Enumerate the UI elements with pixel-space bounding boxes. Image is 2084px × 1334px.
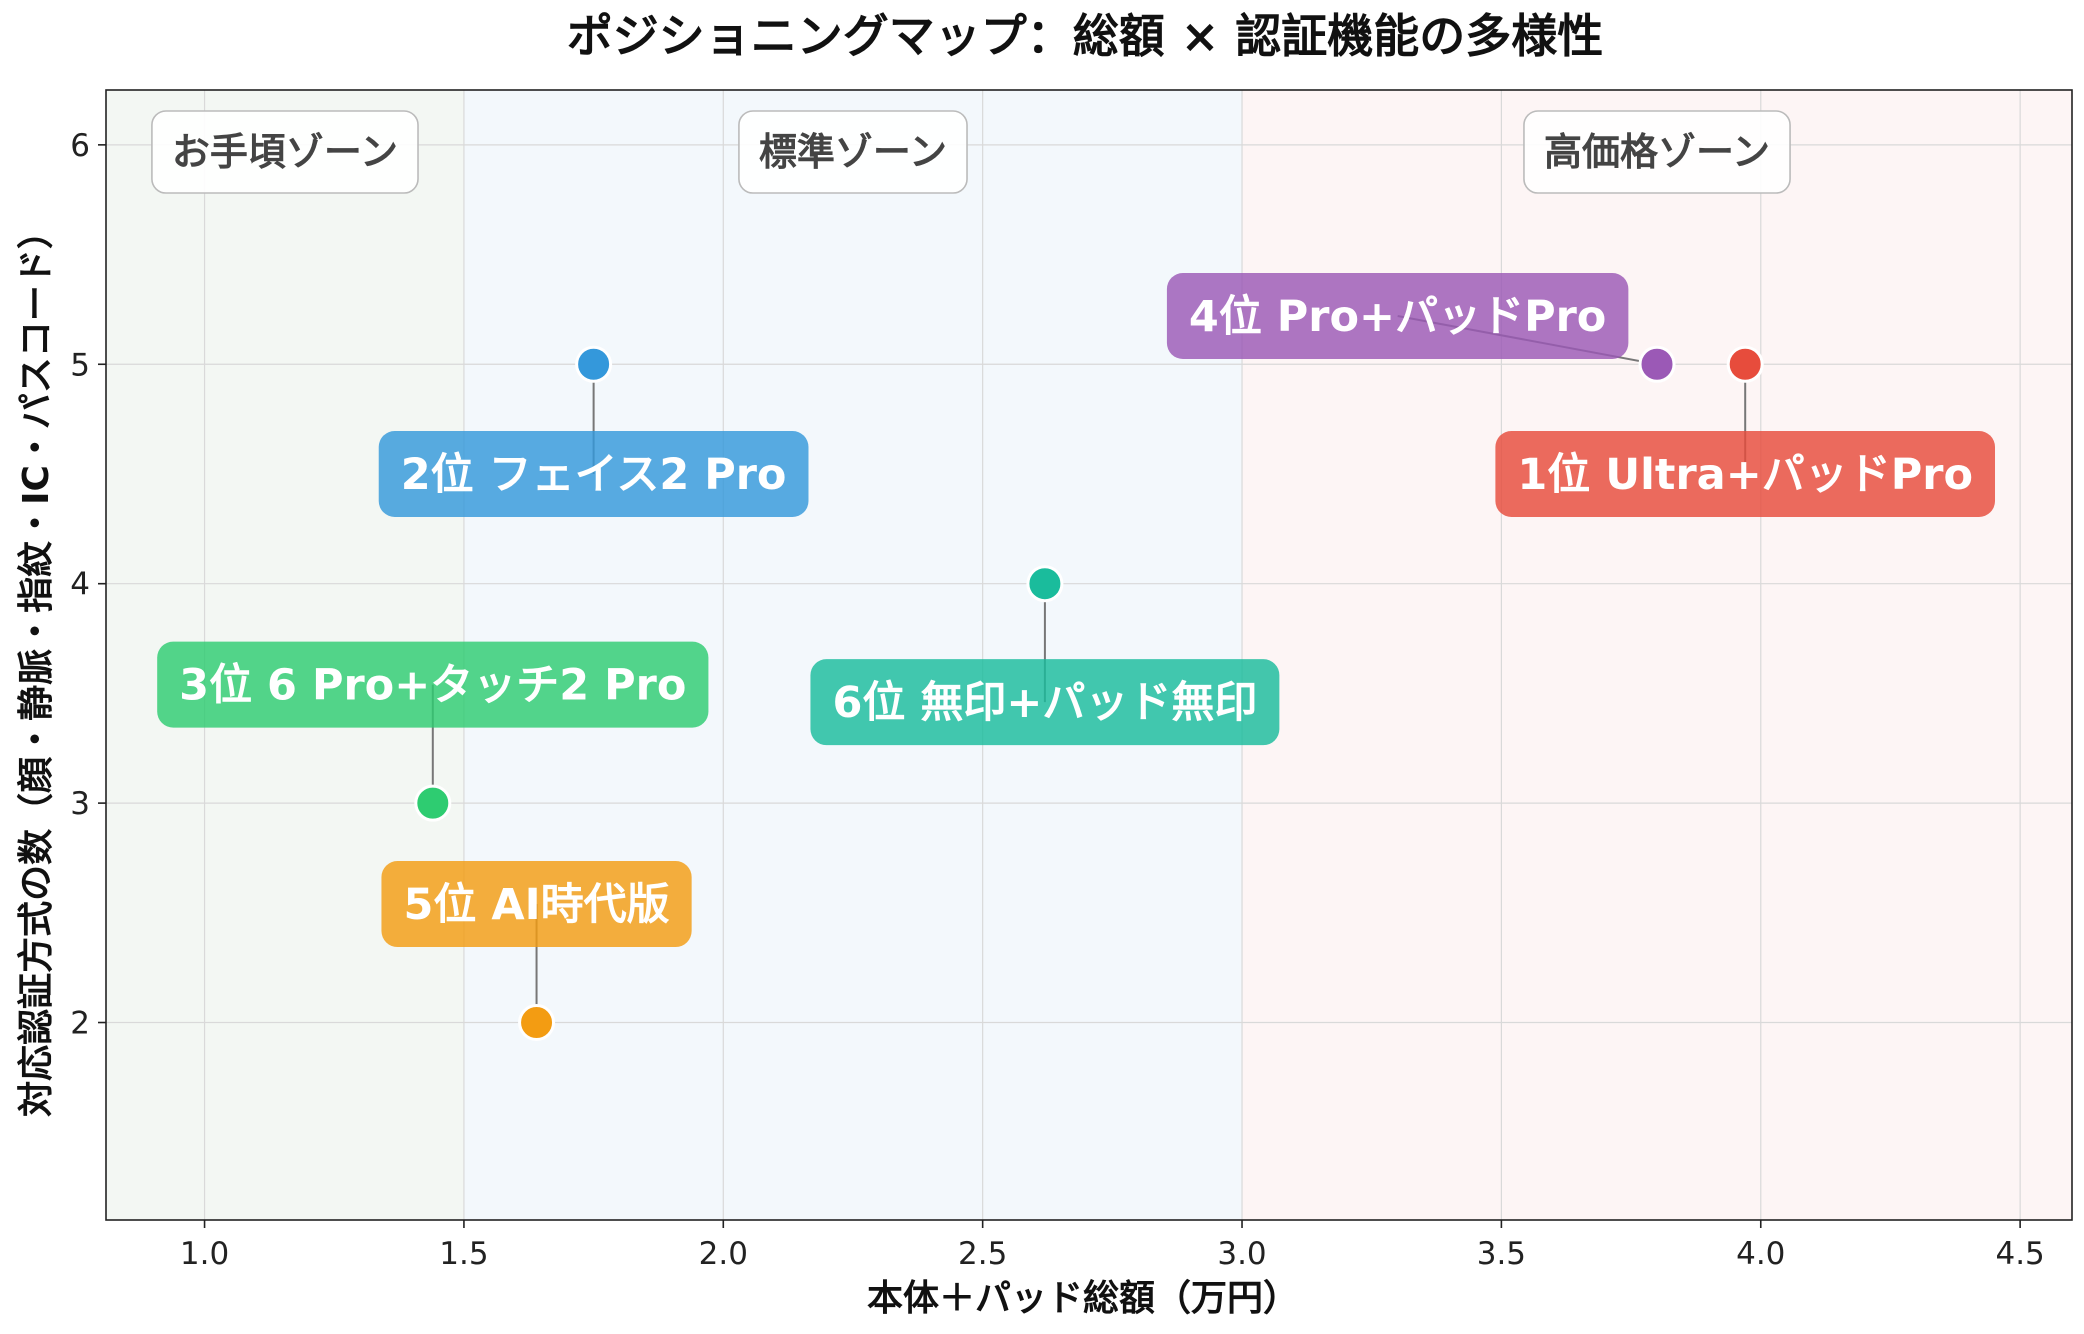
x-tick-label: 4.5 [1995, 1236, 2044, 1272]
zone-label-1: お手頃ゾーン [151, 110, 419, 194]
zone-label-2: 標準ゾーン [738, 110, 968, 194]
point-label: 6位 無印+パッド無印 [832, 678, 1257, 728]
point-label: 2位 フェイス2 Pro [401, 450, 787, 500]
zone-label-text: 標準ゾーン [759, 130, 947, 174]
data-point-5: 5位 AI時代版 [381, 861, 692, 1042]
chart-title: ポジショニングマップ：総額 × 認証機能の多様性 [567, 9, 1604, 63]
point-label-box [381, 861, 692, 948]
x-axis-label: 本体＋パッド総額（万円） [867, 1278, 1299, 1319]
y-tick-label: 3 [70, 786, 90, 822]
point-label: 3位 6 Pro+タッチ2 Pro [179, 661, 686, 711]
x-tick-label: 1.5 [439, 1236, 488, 1272]
point-marker [1726, 345, 1764, 383]
data-points: 1位 Ultra+パッドPro 2位 フェイス2 Pro 3位 6 Pro+タッチ2… [157, 273, 1996, 1042]
y-axis-label: 対応認証方式の数（顔・静脈・指紋・IC・パスコード） [16, 213, 57, 1117]
zone-background-3 [1242, 90, 2072, 1220]
x-tick-label: 2.5 [958, 1236, 1007, 1272]
data-point-4: 4位 Pro+パッドPro [1166, 273, 1676, 383]
point-marker [575, 345, 613, 383]
axis-ticks: 1.0 1.5 2.0 2.5 3.0 3.5 4.0 4.5 2 3 4 5 6 [70, 128, 2045, 1272]
point-marker [414, 784, 452, 822]
plot-frame [105, 89, 2073, 1221]
point-label-box [1166, 273, 1629, 359]
zone-label-text: 高価格ゾーン [1544, 130, 1770, 174]
point-label-box [378, 430, 809, 517]
x-tick-label: 3.5 [1477, 1236, 1526, 1272]
zone-labels: お手頃ゾーン 標準ゾーン 高価格ゾーン [151, 110, 1791, 194]
y-tick-label: 5 [70, 347, 90, 383]
point-label-box [810, 659, 1280, 746]
point-label-box [1495, 430, 1996, 517]
x-tick-label: 2.0 [699, 1236, 748, 1272]
x-tick-label: 4.0 [1736, 1236, 1785, 1272]
zone-label-text: お手頃ゾーン [172, 130, 398, 174]
zone-label-box [151, 110, 419, 194]
data-point-1: 1位 Ultra+パッドPro [1495, 345, 1996, 517]
point-label: 1位 Ultra+パッドPro [1517, 450, 1973, 500]
zone-label-3: 高価格ゾーン [1523, 110, 1791, 194]
zone-label-box [738, 110, 968, 194]
x-tick-label: 1.0 [180, 1236, 229, 1272]
data-point-6: 6位 無印+パッド無印 [810, 565, 1280, 746]
y-tick-label: 6 [70, 128, 90, 164]
point-label-box [157, 641, 709, 728]
point-label: 5位 AI時代版 [403, 880, 669, 930]
data-point-2: 2位 フェイス2 Pro [378, 345, 809, 517]
y-tick-label: 4 [70, 567, 90, 603]
point-marker [1638, 345, 1676, 383]
y-tick-label: 2 [70, 1006, 90, 1042]
x-tick-label: 3.0 [1217, 1236, 1266, 1272]
point-marker [518, 1004, 556, 1042]
point-marker [1026, 565, 1064, 603]
zone-label-box [1523, 110, 1791, 194]
data-point-3: 3位 6 Pro+タッチ2 Pro [157, 641, 709, 822]
point-label: 4位 Pro+パッドPro [1189, 292, 1606, 342]
